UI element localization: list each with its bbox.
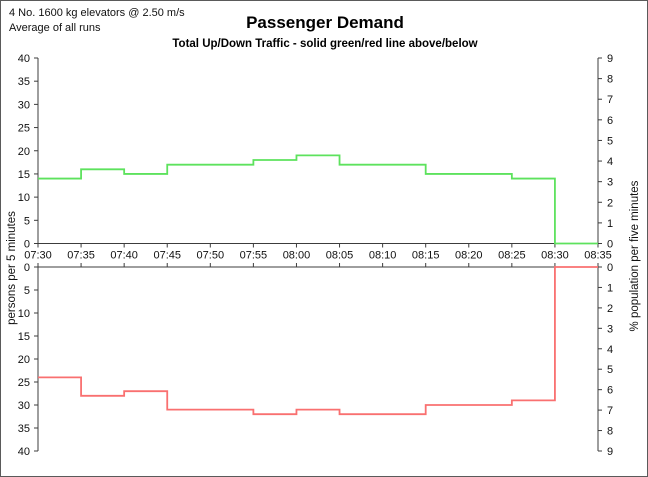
bottom-right-tick-label: 8	[607, 426, 613, 438]
top-left-tick-label: 25	[18, 123, 30, 135]
bottom-right-tick-label: 3	[607, 323, 613, 335]
x-tick-label: 07:50	[197, 250, 225, 262]
bottom-right-tick-label: 5	[607, 364, 613, 376]
bottom-left-tick-label: 15	[18, 331, 30, 343]
bottom-left-tick-label: 35	[18, 423, 30, 435]
top-right-tick-label: 1	[607, 218, 613, 230]
bottom-left-tick-label: 20	[18, 354, 30, 366]
bottom-right-tick-label: 2	[607, 303, 613, 315]
config-note: 4 No. 1600 kg elevators @ 2.50 m/s Avera…	[9, 6, 185, 36]
bottom-left-tick-label: 10	[18, 308, 30, 320]
top-right-tick-label: 6	[607, 115, 613, 127]
x-tick-label: 08:10	[369, 250, 397, 262]
x-tick-label: 08:20	[455, 250, 483, 262]
bottom-right-tick-label: 6	[607, 385, 613, 397]
top-right-tick-label: 0	[607, 239, 613, 251]
top-left-tick-label: 35	[18, 76, 30, 88]
top-left-tick-label: 5	[24, 215, 30, 227]
x-tick-label: 07:35	[67, 250, 95, 262]
x-tick-label: 07:40	[110, 250, 138, 262]
top-right-tick-label: 3	[607, 177, 613, 189]
bottom-right-tick-label: 7	[607, 405, 613, 417]
chart-subtitle: Total Up/Down Traffic - solid green/red …	[172, 38, 478, 50]
bottom-right-tick-label: 0	[607, 262, 613, 274]
top-right-tick-label: 8	[607, 74, 613, 86]
up-traffic-step-line	[38, 154, 598, 245]
top-right-tick-label: 5	[607, 135, 613, 147]
top-right-tick-label: 4	[607, 156, 613, 168]
x-tick-label: 08:30	[541, 250, 569, 262]
x-tick-label: 08:25	[498, 250, 526, 262]
bottom-left-tick-label: 30	[18, 400, 30, 412]
x-tick-label: 07:55	[240, 250, 268, 262]
top-left-tick-label: 20	[18, 146, 30, 158]
bottom-right-tick-label: 1	[607, 282, 613, 294]
x-tick-label: 07:45	[153, 250, 181, 262]
bottom-left-tick-label: 40	[18, 446, 30, 458]
x-tick-label: 08:05	[326, 250, 354, 262]
bottom-left-tick-label: 0	[24, 262, 30, 274]
top-right-tick-label: 9	[607, 53, 613, 65]
down-traffic-step-line	[38, 266, 598, 416]
top-left-tick-label: 0	[24, 239, 30, 251]
bottom-right-tick-label: 4	[607, 344, 613, 356]
x-tick-label: 08:35	[584, 250, 612, 262]
chart-title: Passenger Demand	[246, 13, 404, 32]
config-note-line2: Average of all runs	[9, 22, 101, 34]
bottom-left-tick-label: 5	[24, 285, 30, 297]
top-left-tick-label: 30	[18, 99, 30, 111]
x-tick-label: 08:00	[283, 250, 311, 262]
top-left-tick-label: 15	[18, 169, 30, 181]
x-tick-label: 08:15	[412, 250, 440, 262]
top-right-tick-label: 2	[607, 197, 613, 209]
top-left-tick-label: 10	[18, 192, 30, 204]
top-left-tick-label: 40	[18, 53, 30, 65]
x-tick-label: 07:30	[24, 250, 52, 262]
top-right-tick-label: 7	[607, 94, 613, 106]
bottom-right-tick-label: 9	[607, 446, 613, 458]
bottom-left-tick-label: 25	[18, 377, 30, 389]
config-note-line1: 4 No. 1600 kg elevators @ 2.50 m/s	[9, 7, 185, 19]
